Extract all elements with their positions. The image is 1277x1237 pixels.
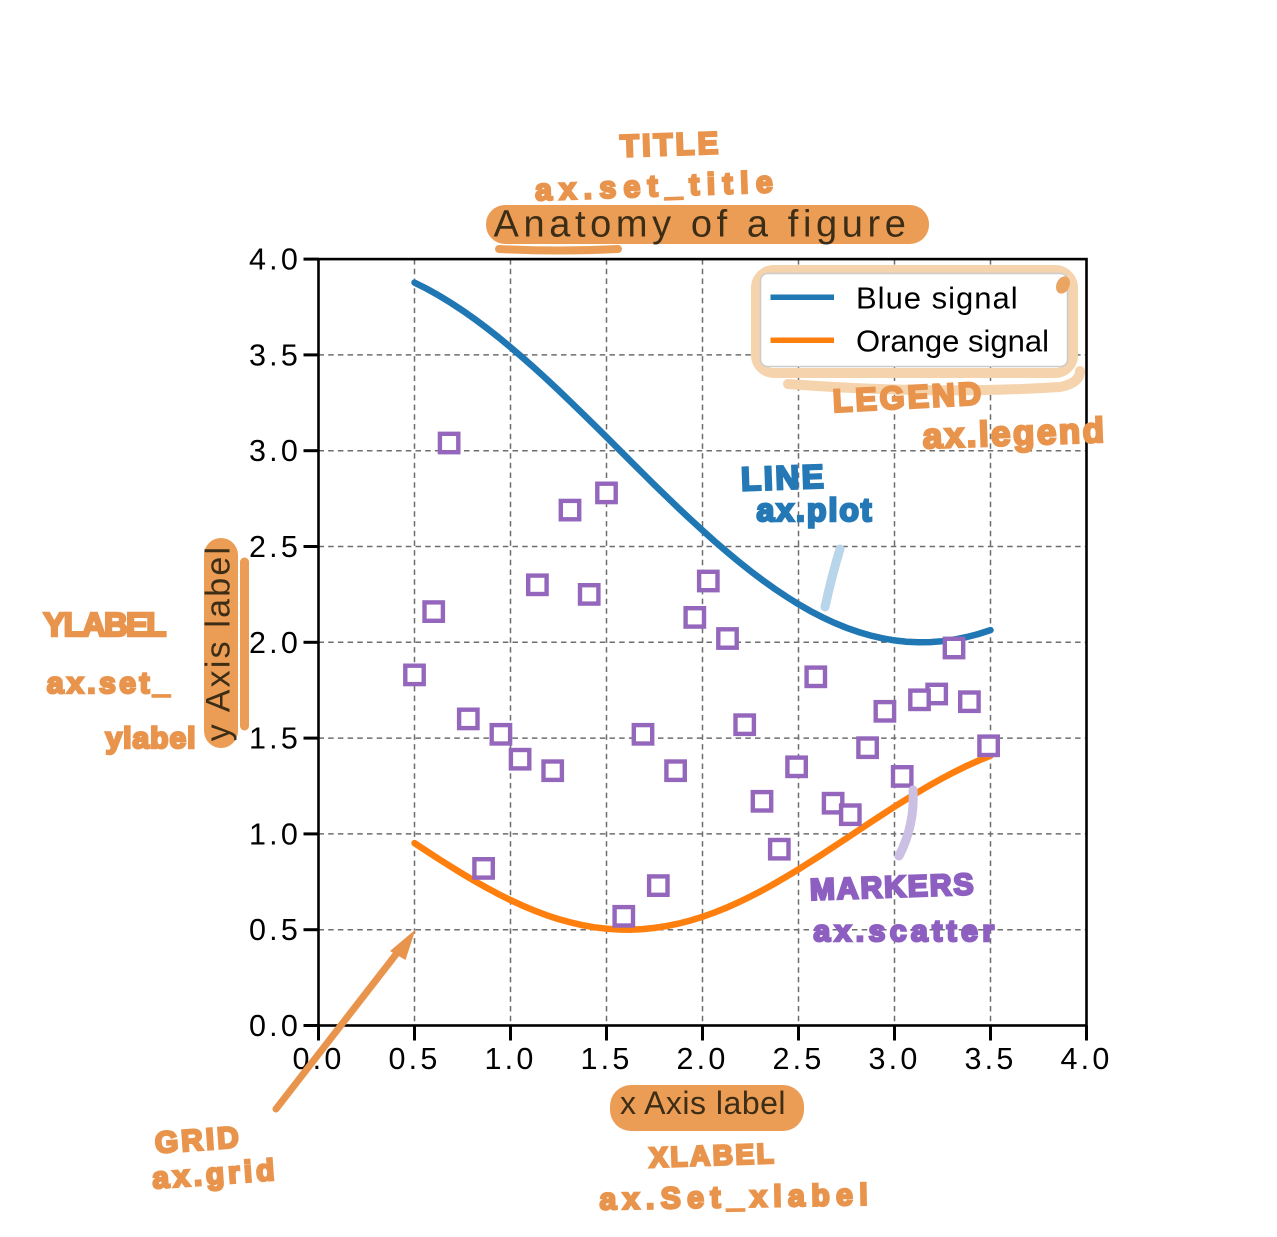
svg-text:MARKERS: MARKERS (809, 868, 976, 907)
svg-text:x Axis label: x Axis label (620, 1085, 786, 1121)
svg-text:ax.Set_xlabel: ax.Set_xlabel (599, 1179, 874, 1217)
svg-text:Orange signal: Orange signal (856, 324, 1049, 359)
svg-text:y Axis label: y Axis label (200, 545, 238, 741)
svg-text:GRID: GRID (154, 1121, 243, 1160)
svg-text:2.5: 2.5 (249, 530, 301, 564)
svg-text:Anatomy of a figure: Anatomy of a figure (494, 204, 911, 246)
svg-text:Blue signal: Blue signal (856, 281, 1019, 316)
svg-text:ax.legend: ax.legend (922, 411, 1107, 456)
svg-text:3.5: 3.5 (249, 338, 301, 372)
svg-text:ax.scatter: ax.scatter (813, 915, 998, 948)
svg-text:1.0: 1.0 (485, 1042, 537, 1076)
svg-text:TITLE: TITLE (619, 125, 721, 164)
svg-text:LINE: LINE (740, 458, 826, 498)
svg-text:4.0: 4.0 (1061, 1042, 1113, 1076)
svg-text:1.0: 1.0 (249, 817, 301, 851)
svg-text:3.0: 3.0 (869, 1042, 921, 1076)
svg-text:ax.plot: ax.plot (756, 492, 873, 528)
svg-text:2.5: 2.5 (773, 1042, 825, 1076)
svg-text:3.0: 3.0 (249, 434, 301, 468)
svg-text:ax.set_: ax.set_ (47, 667, 173, 700)
svg-text:4.0: 4.0 (249, 243, 301, 277)
svg-text:1.5: 1.5 (249, 722, 301, 756)
svg-text:ylabel: ylabel (105, 722, 196, 755)
svg-text:2.0: 2.0 (677, 1042, 729, 1076)
svg-text:2.0: 2.0 (249, 626, 301, 660)
svg-text:XLABEL: XLABEL (649, 1138, 777, 1173)
svg-text:YLABEL: YLABEL (43, 606, 166, 643)
svg-text:3.5: 3.5 (965, 1042, 1017, 1076)
svg-text:0.5: 0.5 (249, 913, 301, 947)
svg-text:0.5: 0.5 (389, 1042, 441, 1076)
svg-text:1.5: 1.5 (581, 1042, 633, 1076)
svg-text:0.0: 0.0 (249, 1009, 301, 1043)
